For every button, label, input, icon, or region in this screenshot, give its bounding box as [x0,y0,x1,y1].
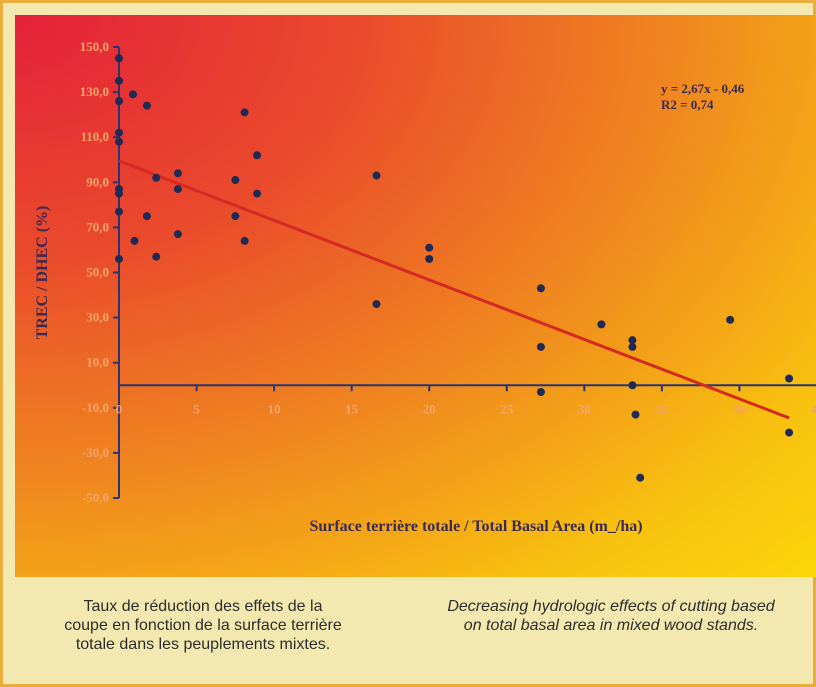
points-layer [115,54,794,482]
x-tick-label: 10 [268,401,281,416]
x-tick-label: 45 [811,401,816,416]
data-point [631,410,640,419]
data-point [173,185,182,194]
data-point [628,342,637,351]
labels-layer: 150,0 130,0 110,0 90,0 70,0 50,0 30,0 10,0 -10,0… [34,39,816,535]
data-point [142,212,151,221]
data-point [785,428,794,437]
x-tick-label: 15 [345,401,359,416]
data-point [536,342,545,351]
trendline [118,159,790,420]
x-axis-title: Surface terrière totale / Total Basal Ar… [309,518,642,535]
data-point [173,169,182,178]
data-point [425,243,434,252]
x-tick-label: 40 [733,401,746,416]
y-tick-label: 110,0 [80,129,109,144]
data-point [240,108,249,117]
chart-panel: 150,0 130,0 110,0 90,0 70,0 50,0 30,0 10,0 -10,0… [15,15,816,577]
data-point [115,54,123,63]
x-tick-label: 25 [500,401,514,416]
axes [113,46,816,499]
data-point [115,189,123,198]
regression-annotation: y = 2,67x - 0,46 [661,81,745,96]
caption-french: Taux de réduction des effets de la coupe… [64,598,342,653]
x-tick-label: 20 [423,401,436,416]
data-point [231,212,240,221]
x-tick-label: 5 [193,401,200,416]
data-point [253,189,262,198]
y-tick-label: -30,0 [82,445,109,460]
data-point [152,173,161,182]
trendline-layer [118,159,790,420]
data-point [142,101,151,110]
x-tick-label: 30 [578,401,591,416]
data-point [536,388,545,397]
y-tick-label: 150,0 [80,39,109,54]
data-point [785,374,794,383]
scatter-chart: 150,0 130,0 110,0 90,0 70,0 50,0 30,0 10,0 -10,0… [34,39,816,535]
data-point [726,315,735,324]
data-point [115,207,123,216]
data-point [372,300,381,309]
data-point [115,254,123,263]
data-point [130,236,139,245]
regression-annotation: R2 = 0,74 [661,97,714,112]
data-point [536,284,545,293]
data-point [372,171,381,180]
data-point [628,381,637,390]
data-point [636,473,645,482]
data-point [425,254,434,263]
y-tick-label: 90,0 [86,174,109,189]
y-tick-label: -10,0 [82,400,109,415]
caption-english: Decreasing hydrologic effects of cutting… [447,598,775,634]
y-tick-label: 50,0 [86,265,109,280]
y-tick-label: 70,0 [86,219,109,234]
data-point [628,336,637,345]
data-point [128,90,137,99]
data-point [152,252,161,261]
data-point [115,137,123,146]
y-tick-label: -50,0 [82,490,109,505]
data-point [115,76,123,85]
data-point [173,230,182,239]
data-point [115,128,123,137]
y-tick-label: 130,0 [80,84,109,99]
data-point [253,151,262,160]
data-point [115,97,123,106]
data-point [231,176,240,185]
x-tick-label: 35 [655,401,669,416]
y-axis-title: TREC / DHEC (%) [34,206,51,340]
data-point [240,236,249,245]
data-point [597,320,606,329]
y-tick-label: 30,0 [86,310,109,325]
x-tick-label: 0 [116,401,123,416]
y-tick-label: 10,0 [86,355,109,370]
